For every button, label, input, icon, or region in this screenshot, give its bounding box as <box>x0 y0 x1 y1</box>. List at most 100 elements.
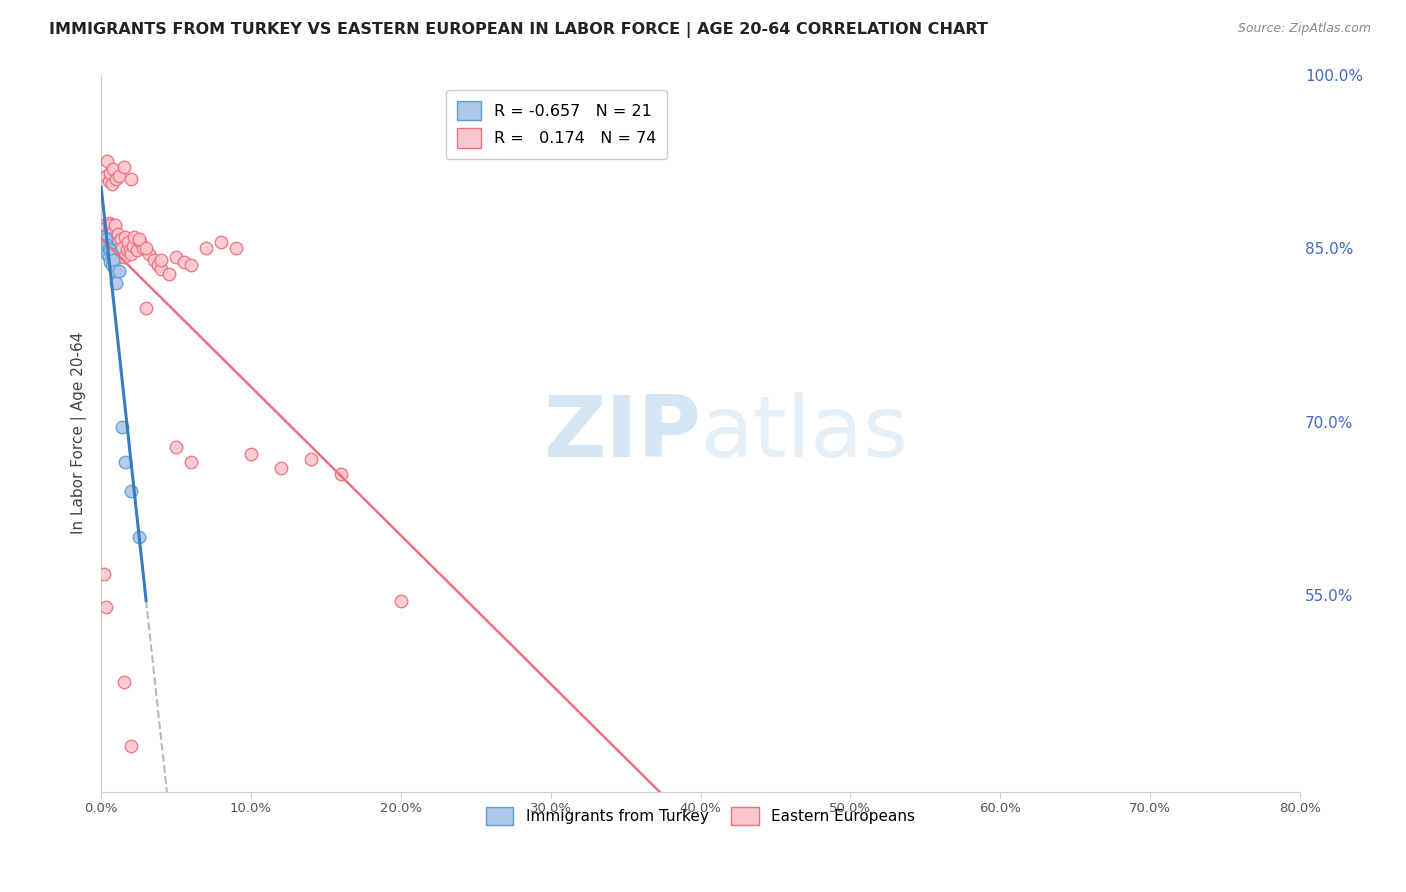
Point <box>150 261 173 276</box>
Point <box>195 241 218 255</box>
Point <box>108 169 131 184</box>
Point <box>96 241 118 255</box>
Point <box>93 567 115 582</box>
Point <box>299 451 322 466</box>
Point <box>117 235 139 250</box>
Point <box>104 264 127 278</box>
Point <box>135 241 157 255</box>
Point <box>112 675 135 690</box>
Point <box>96 247 118 261</box>
Point <box>165 251 187 265</box>
Point <box>91 224 114 238</box>
Point <box>93 218 115 232</box>
Point <box>389 594 412 608</box>
Point <box>105 232 128 246</box>
Point <box>180 455 202 469</box>
Point <box>93 227 115 242</box>
Point <box>180 259 202 273</box>
Point <box>94 232 117 246</box>
Point <box>105 171 128 186</box>
Point <box>120 739 142 753</box>
Point <box>100 259 122 273</box>
Point <box>97 241 120 255</box>
Point <box>100 178 122 192</box>
Point <box>108 264 131 278</box>
Point <box>98 244 121 258</box>
Point <box>104 218 127 232</box>
Point <box>100 229 122 244</box>
Point <box>108 241 131 255</box>
Point <box>93 239 115 253</box>
Point <box>100 239 122 253</box>
Point <box>96 237 118 252</box>
Point <box>105 244 128 258</box>
Point <box>101 235 124 250</box>
Point <box>120 247 142 261</box>
Point <box>165 440 187 454</box>
Point <box>94 220 117 235</box>
Point <box>97 224 120 238</box>
Point <box>94 599 117 614</box>
Point <box>97 216 120 230</box>
Point <box>97 232 120 246</box>
Point <box>146 259 169 273</box>
Text: ZIP: ZIP <box>543 392 700 475</box>
Point <box>101 162 124 177</box>
Point <box>122 229 145 244</box>
Point <box>110 232 132 246</box>
Point <box>135 301 157 316</box>
Point <box>329 467 352 481</box>
Point <box>150 252 173 267</box>
Point <box>101 252 124 267</box>
Point <box>118 244 141 258</box>
Point <box>111 420 134 434</box>
Point <box>98 227 121 242</box>
Point <box>132 241 155 255</box>
Point <box>157 267 180 281</box>
Point <box>209 235 232 250</box>
Point <box>114 455 136 469</box>
Point <box>98 166 121 180</box>
Point <box>128 530 150 544</box>
Point <box>114 229 136 244</box>
Point <box>240 447 263 461</box>
Point <box>104 229 127 244</box>
Point <box>173 255 195 269</box>
Point <box>107 227 129 242</box>
Point <box>138 247 160 261</box>
Y-axis label: In Labor Force | Age 20-64: In Labor Force | Age 20-64 <box>72 332 87 534</box>
Point <box>107 235 129 250</box>
Text: Source: ZipAtlas.com: Source: ZipAtlas.com <box>1237 22 1371 36</box>
Point <box>270 461 292 475</box>
Point <box>97 251 120 265</box>
Point <box>98 218 121 232</box>
Text: IMMIGRANTS FROM TURKEY VS EASTERN EUROPEAN IN LABOR FORCE | AGE 20-64 CORRELATIO: IMMIGRANTS FROM TURKEY VS EASTERN EUROPE… <box>49 22 988 38</box>
Point <box>121 239 143 253</box>
Point <box>97 174 120 188</box>
Point <box>112 251 135 265</box>
Point <box>112 160 135 174</box>
Point <box>94 244 117 258</box>
Point <box>96 154 118 169</box>
Point <box>100 247 122 261</box>
Point <box>129 235 152 250</box>
Point <box>111 241 134 255</box>
Point <box>96 227 118 242</box>
Point <box>127 244 149 258</box>
Point <box>128 232 150 246</box>
Point <box>101 224 124 238</box>
Text: atlas: atlas <box>700 392 908 475</box>
Point <box>94 169 117 184</box>
Legend: Immigrants from Turkey, Eastern Europeans: Immigrants from Turkey, Eastern European… <box>477 797 924 835</box>
Point <box>225 241 247 255</box>
Point <box>120 171 142 186</box>
Point <box>142 252 165 267</box>
Point <box>94 235 117 250</box>
Point <box>115 244 138 258</box>
Point <box>91 235 114 250</box>
Point <box>105 276 128 290</box>
Point <box>108 251 131 265</box>
Point <box>93 229 115 244</box>
Point <box>91 232 114 246</box>
Point <box>120 484 142 499</box>
